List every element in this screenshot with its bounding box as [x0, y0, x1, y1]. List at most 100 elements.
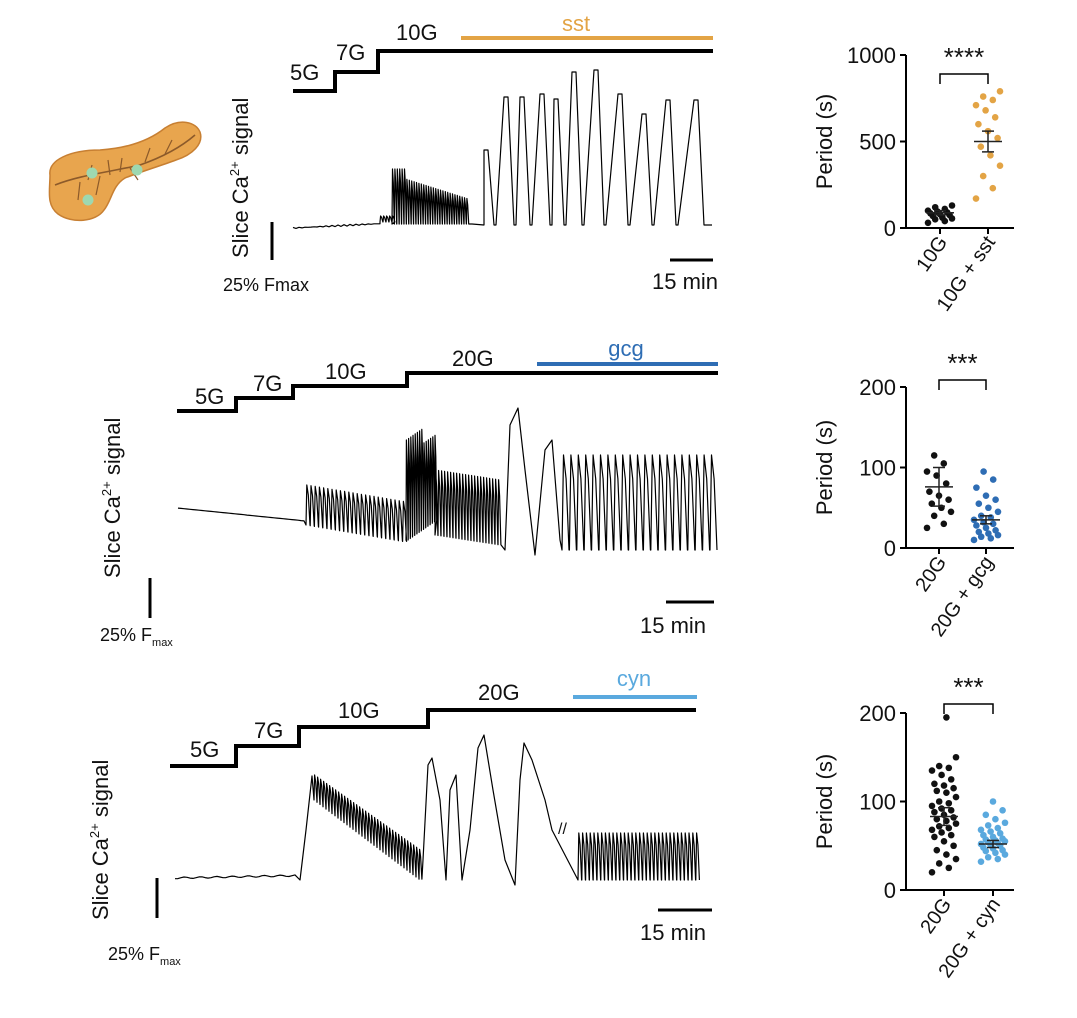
data-point	[940, 460, 948, 467]
data-point	[977, 143, 985, 150]
data-point	[943, 789, 950, 796]
x-tick-label: 20G	[916, 894, 956, 938]
data-point	[1001, 819, 1009, 827]
trace-2-step-7G: 7G	[253, 371, 282, 396]
data-point	[982, 107, 989, 114]
data-point	[991, 113, 999, 121]
data-point	[994, 134, 1001, 142]
trace-3-step-20G: 20G	[478, 680, 520, 705]
trace-2-glucose-steps	[177, 371, 718, 413]
trace-3-glucose-steps	[170, 708, 696, 768]
significance-bracket	[938, 379, 987, 390]
significance-label: ***	[953, 672, 983, 702]
data-point	[970, 536, 978, 544]
significance-bracket	[939, 73, 989, 84]
data-point	[982, 811, 990, 819]
y-tick-label: 500	[859, 130, 896, 155]
trace-3-step-7G: 7G	[254, 718, 283, 743]
trace-2-calcium-signal	[177, 407, 718, 556]
data-point	[999, 835, 1006, 842]
data-point	[926, 488, 933, 495]
trace-3-drug-label: cyn	[617, 666, 651, 691]
trace-1-drug-label: sst	[562, 11, 590, 36]
data-point	[945, 799, 953, 807]
data-point	[989, 476, 997, 483]
data-point	[924, 219, 932, 227]
data-point	[989, 184, 997, 192]
data-point	[938, 829, 945, 836]
data-point	[973, 522, 980, 529]
data-point	[984, 853, 992, 861]
data-point	[980, 468, 987, 475]
y-tick-label: 100	[859, 456, 896, 481]
data-point	[975, 500, 983, 508]
data-point	[928, 869, 936, 876]
data-point	[943, 851, 950, 858]
data-point	[928, 767, 936, 774]
data-point	[979, 172, 987, 180]
data-point	[987, 828, 994, 835]
data-point	[996, 162, 1004, 170]
significance-bracket	[943, 703, 994, 714]
data-point	[935, 860, 943, 867]
y-axis-label: Period (s)	[812, 420, 837, 515]
data-point	[982, 492, 990, 499]
trace-2-scale-y-label: 25% Fmax	[100, 625, 173, 649]
data-point	[977, 858, 985, 865]
data-point	[984, 822, 992, 829]
data-point	[923, 468, 931, 475]
data-point	[940, 520, 948, 528]
data-point	[992, 526, 999, 534]
data-point	[933, 787, 941, 795]
data-point	[940, 782, 948, 789]
data-point	[947, 776, 955, 783]
data-point	[985, 504, 992, 512]
trace-3-break-mark: //	[558, 821, 567, 838]
data-point	[952, 793, 960, 801]
data-point	[996, 830, 1004, 837]
significance-label: ****	[944, 42, 984, 72]
data-point	[994, 824, 1002, 832]
data-point	[940, 838, 948, 845]
significance-label: ***	[947, 348, 977, 378]
data-point	[989, 520, 997, 528]
y-tick-label: 1000	[847, 43, 896, 68]
data-point	[992, 815, 999, 823]
data-point	[931, 203, 939, 211]
data-point	[945, 496, 952, 504]
data-point	[987, 152, 994, 159]
data-point	[950, 814, 957, 821]
data-point	[933, 815, 941, 823]
trace-2-ylabel: Slice Ca2+ signal	[99, 418, 125, 578]
data-point	[931, 780, 938, 788]
data-point	[985, 530, 992, 537]
y-axis-label: Period (s)	[812, 754, 837, 849]
data-point	[950, 842, 957, 850]
data-point	[982, 524, 990, 532]
data-point	[989, 96, 997, 104]
data-point	[989, 833, 997, 841]
trace-3-scale-y-label: 25% Fmax	[108, 944, 181, 968]
trace-2-step-5G: 5G	[195, 384, 224, 409]
trace-panel-1: Slice Ca2+ signal 5G 7G 10G sst 25% Fmax…	[223, 11, 718, 295]
data-point	[947, 508, 955, 516]
trace-1-calcium-signal	[292, 69, 712, 229]
trace-1-scale-x-label: 15 min	[652, 269, 718, 294]
data-point	[975, 528, 983, 536]
y-tick-label: 0	[884, 216, 896, 241]
data-point	[992, 496, 999, 504]
data-point	[930, 452, 938, 459]
data-point	[931, 808, 938, 816]
trace-1-ylabel: Slice Ca2+ signal	[227, 98, 253, 258]
y-tick-label: 200	[859, 701, 896, 726]
data-point	[928, 500, 936, 508]
data-point	[989, 798, 997, 805]
trace-1-scale-y-label: 25% Fmax	[223, 275, 309, 295]
data-point	[994, 508, 1002, 516]
y-tick-label: 0	[884, 536, 896, 561]
trace-panel-2: Slice Ca2+ signal 5G 7G 10G 20G gcg 25% …	[99, 336, 718, 649]
data-point	[947, 831, 955, 839]
